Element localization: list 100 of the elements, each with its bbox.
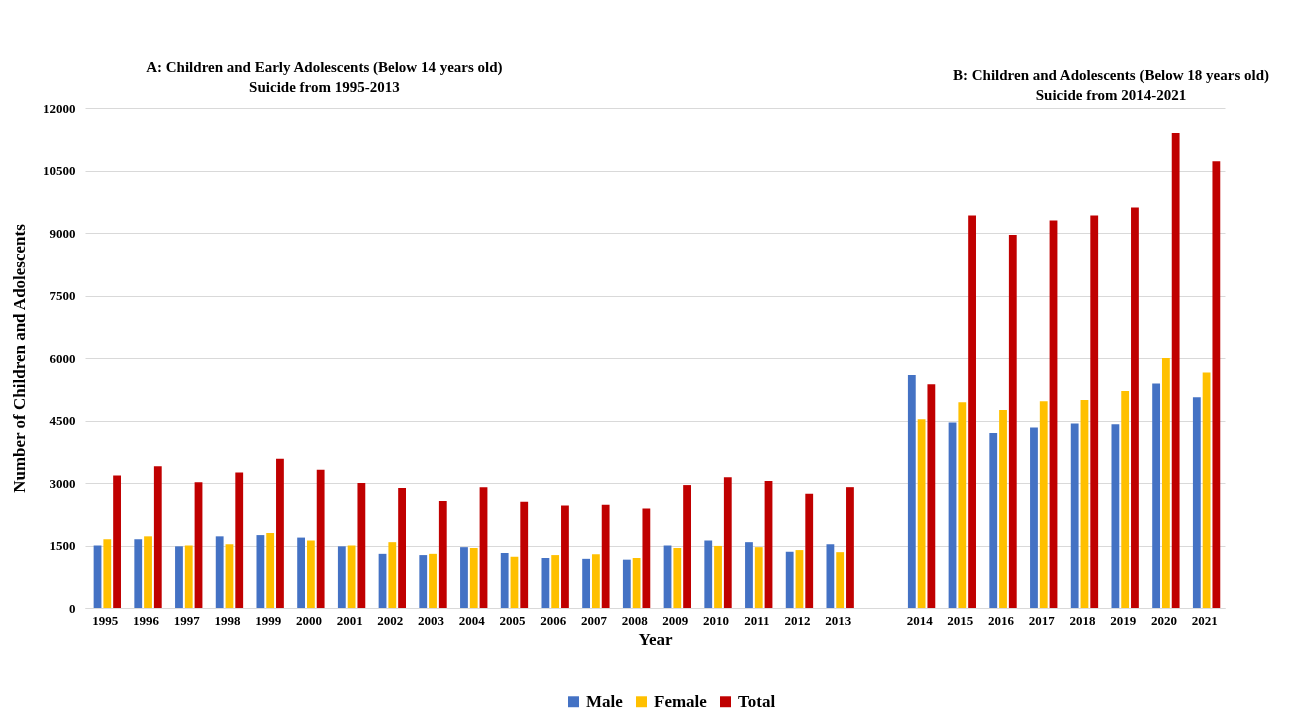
x-tick-label: 2007 [580, 612, 608, 628]
bar [153, 466, 162, 608]
bar [673, 548, 682, 608]
bar [1030, 427, 1038, 608]
bar [968, 215, 976, 608]
bar [785, 551, 794, 608]
x-tick-label: 2018 [1069, 612, 1096, 628]
bar [1152, 383, 1161, 608]
x-tick-label: 1997 [173, 612, 201, 628]
bar [561, 505, 569, 608]
legend-label: Male [586, 691, 624, 711]
y-tick-label: 1500 [49, 538, 76, 553]
bar [1202, 372, 1211, 608]
bar [297, 537, 306, 608]
bar [184, 545, 193, 608]
bar [723, 477, 732, 608]
x-tick-label: 2001 [336, 612, 363, 628]
x-tick-label: 1996 [133, 612, 160, 628]
bar [958, 402, 967, 608]
bar [805, 493, 814, 608]
bar [337, 546, 346, 608]
legend-label: Total [738, 691, 776, 711]
bar [795, 550, 804, 608]
bar [256, 535, 265, 608]
x-tick-label: 2013 [825, 612, 852, 628]
bar [745, 542, 753, 608]
y-tick-label: 7500 [49, 288, 76, 303]
y-tick-label: 9000 [49, 225, 76, 241]
x-tick-label: 2016 [988, 612, 1015, 628]
x-tick-label: 2011 [744, 612, 770, 628]
text: A: Children and Early Adolescents (Below 14 years old) Suicide from 1995-2013 [146, 59, 503, 95]
bar [175, 546, 183, 608]
x-tick-label: 2006 [540, 612, 567, 628]
x-tick-label: 1995 [92, 612, 119, 628]
x-tick-label: 2002 [377, 612, 404, 628]
y-tick-label: 12000 [43, 100, 76, 116]
bar [846, 487, 854, 608]
x-tick-label: 2017 [1028, 612, 1056, 628]
bar [357, 483, 366, 608]
y-tick-label: 4500 [49, 413, 76, 428]
y-axis-title: Number of Children and Adolescents [10, 223, 29, 493]
bar [1131, 207, 1139, 608]
bar [113, 475, 121, 608]
bar [1121, 390, 1130, 608]
x-tick-label: 1998 [214, 612, 241, 628]
bar [1111, 424, 1120, 608]
bar [601, 504, 610, 608]
bar [103, 539, 112, 608]
bar [347, 545, 356, 608]
bar [388, 542, 397, 608]
bar [1039, 401, 1048, 608]
x-tick-label: 2015 [947, 612, 974, 628]
bar [999, 410, 1007, 608]
bar [460, 547, 468, 608]
bar [500, 553, 509, 608]
bar [989, 433, 998, 608]
bar [1171, 133, 1180, 608]
bar [235, 472, 244, 608]
bar [144, 536, 152, 608]
text: B: Children and Adolescents (Below 18 years old) Suicide from 2014-2021 [953, 67, 1269, 103]
bar [714, 545, 722, 608]
x-tick-label: 2019 [1110, 612, 1137, 628]
y-tick-label: 10500 [43, 163, 76, 178]
bar [551, 555, 560, 608]
legend-label: Female [654, 691, 708, 711]
bar [826, 544, 835, 608]
bar [479, 487, 488, 608]
bar [764, 480, 773, 608]
bar [1080, 400, 1089, 608]
x-tick-label: 2004 [458, 612, 486, 628]
bar [469, 548, 478, 608]
bar [1212, 161, 1221, 608]
x-tick-label: 2012 [784, 612, 811, 628]
y-tick-label: 3000 [49, 475, 76, 491]
bar [1008, 235, 1017, 608]
bar [917, 419, 926, 608]
x-tick-label: 2009 [662, 612, 689, 628]
bar [438, 500, 447, 608]
x-tick-label: 2003 [418, 612, 445, 628]
bar [316, 469, 325, 608]
bar [1161, 358, 1170, 608]
bar [429, 553, 437, 608]
bar [582, 558, 591, 608]
bar [398, 488, 406, 608]
x-tick-label: 2021 [1191, 612, 1218, 628]
bar [419, 555, 428, 608]
y-tick-label: 0 [69, 600, 76, 616]
bar [927, 384, 936, 608]
bar [276, 458, 284, 608]
bar [642, 508, 651, 608]
bar [1090, 215, 1099, 608]
bar [266, 533, 275, 608]
bar [836, 552, 845, 608]
bar [632, 558, 641, 608]
bar [1192, 397, 1201, 608]
bar [683, 485, 691, 608]
x-tick-label: 2020 [1150, 612, 1177, 628]
bar [225, 544, 234, 608]
bar [907, 375, 916, 608]
bar [541, 558, 550, 608]
